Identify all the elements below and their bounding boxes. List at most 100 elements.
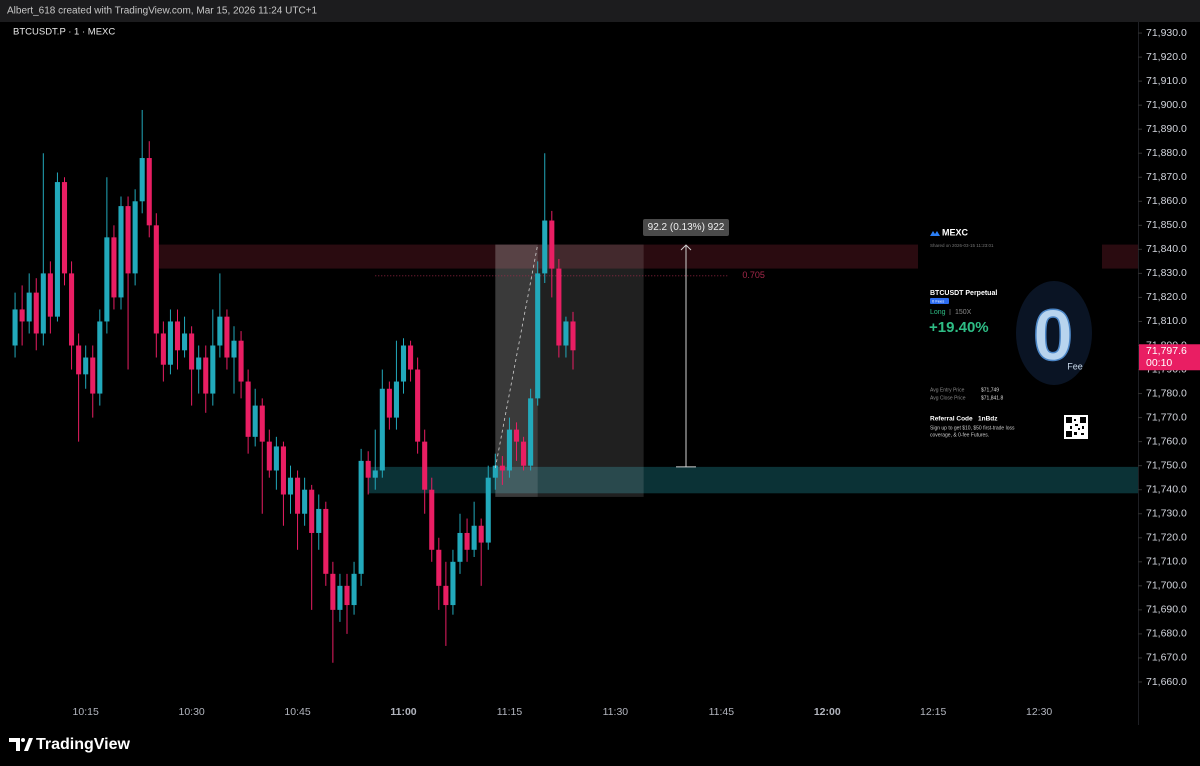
candle-body [400,345,407,382]
x-tick-label: 12:15 [920,706,946,718]
promo-line: coverage, & 0-fee Futures. [930,432,989,438]
candle-body [12,309,18,346]
candle-body [19,309,25,322]
y-tick-label: 71,900.0 [1146,99,1187,111]
y-tick-label: 71,880.0 [1146,147,1187,159]
y-tick-label: 71,660.0 [1146,676,1187,688]
y-tick-label: 71,740.0 [1146,483,1187,495]
fib-label: 0.705 [742,270,765,280]
candle-body [337,585,343,610]
candle-body [125,206,131,274]
candle-body [174,321,181,351]
candle-body [273,446,279,471]
candle-body [316,508,322,533]
candle-body [464,532,470,550]
candle-body [485,477,491,543]
candle-body [429,489,435,550]
x-tick-label: 11:00 [390,706,416,718]
candle-body [203,357,209,394]
candle-body [358,460,364,574]
candle-body [132,201,138,274]
candle-body [415,369,421,442]
card-pair: BTCUSDT Perpetual [930,290,997,297]
candle-body [478,525,484,543]
candle-body [33,292,39,334]
candle-body [167,321,173,365]
candle-body [118,206,124,298]
candle-body [231,340,237,358]
candle-body [471,525,477,550]
candle-body [54,182,60,317]
tv-logo [21,738,25,742]
candle-body [563,321,569,346]
candle-body [104,237,110,322]
y-tick-label: 71,720.0 [1146,532,1187,544]
candle-body [393,381,399,418]
symbol-label: BTCUSDT.P · 1 · MEXC [13,27,115,38]
candle-body [570,321,576,351]
candle-body [344,585,350,606]
entry-label: Avg Entry Price [930,387,965,393]
candle-body [556,268,562,346]
card-badge-bg [930,298,949,304]
candle-body [408,345,414,370]
referral-code: 1nBdz [978,416,998,423]
candle-body [69,273,75,346]
candle-body [513,429,520,442]
candle-body [146,158,152,226]
logo-glow [1016,281,1092,385]
logo-digit: 0 [1033,296,1073,376]
candle-body [217,316,223,346]
x-tick-label: 10:15 [73,706,99,718]
close-label: Avg Close Price [930,395,966,401]
candle-body [457,532,463,562]
footer: TradingView [9,736,131,753]
candle-body [61,182,68,274]
card-badge: 0 Fees [932,298,944,303]
y-tick-label: 71,840.0 [1146,243,1187,255]
y-tick-label: 71,730.0 [1146,508,1187,520]
candle-body [259,405,265,442]
x-tick-label: 10:30 [178,706,204,718]
x-tick-label: 11:45 [709,706,735,718]
y-tick-label: 71,820.0 [1146,291,1187,303]
candle-body [252,405,258,437]
share-card: MEXC Shared on 2026-03-15 11:23:01 BTCUS… [918,222,1102,448]
footer-brand: TradingView [36,736,131,753]
card-leverage: 150X [955,309,972,316]
plot-area: 0.705 92.2 (0.13%) 922 [12,109,1138,663]
y-tick-label: 71,770.0 [1146,411,1187,423]
y-tick-label: 71,750.0 [1146,459,1187,471]
candle-body [280,446,286,495]
candle-body [323,508,329,574]
x-tick-label: 11:15 [497,706,523,718]
candle-body [535,273,541,399]
y-tick-label: 71,700.0 [1146,580,1187,592]
candle-body [330,573,336,610]
entry-value: $71,749 [981,387,999,393]
qr-pattern [1066,417,1086,437]
candle-body [76,345,82,375]
top-bar [0,0,1200,22]
candle-body [492,465,498,478]
y-tick-label: 71,850.0 [1146,219,1187,231]
candle-body [372,470,378,478]
candle-body [83,357,89,375]
x-tick-label: 10:45 [284,706,310,718]
y-tick-label: 71,920.0 [1146,51,1187,63]
x-tick-label: 12:00 [814,706,841,718]
trend-line [494,244,539,469]
candle-body [224,316,230,358]
candle-body [111,237,117,298]
y-tick-label: 71,870.0 [1146,171,1187,183]
mexc-logo [930,231,940,236]
candle-body [160,333,166,365]
close-value: $71,841.8 [981,395,1003,401]
y-tick-label: 71,780.0 [1146,387,1187,399]
y-tick-label: 71,760.0 [1146,435,1187,447]
candle-body [386,388,392,418]
candle-body [295,477,301,514]
candle-body [210,345,216,394]
candle-body [379,388,385,471]
